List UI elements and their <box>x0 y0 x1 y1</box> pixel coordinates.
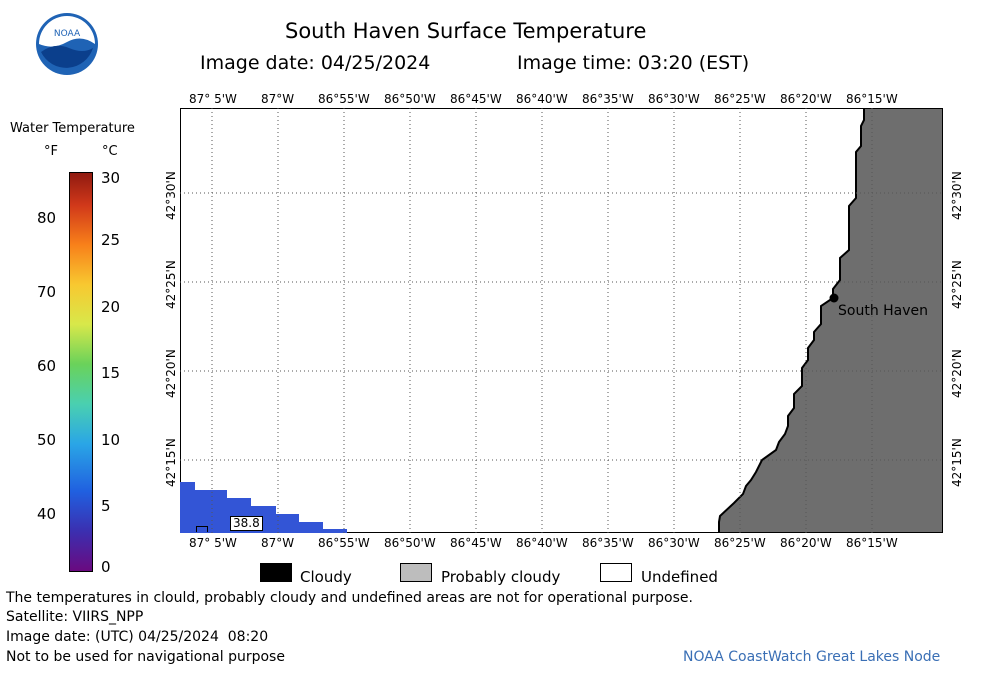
credit-text: NOAA CoastWatch Great Lakes Node <box>683 649 941 665</box>
navigation-warning: Not to be used for navigational purpose <box>6 649 285 665</box>
legend-label-cloudy: Cloudy <box>300 568 352 586</box>
colorbar-f-tick: 80 <box>37 209 57 227</box>
lon-tick-top: 87° 5'W <box>189 92 237 106</box>
colorbar-f-tick: 60 <box>37 357 57 375</box>
colorbar-unit-c: °C <box>102 144 118 159</box>
lon-tick-top: 86°15'W <box>846 92 898 106</box>
lon-tick-bottom: 86°50'W <box>384 536 436 550</box>
utc-date-text: Image date: (UTC) 04/25/2024 08:20 <box>6 629 269 645</box>
colorbar-unit-f: °F <box>44 144 58 159</box>
lat-tick-right: 42°15'N <box>950 438 964 487</box>
image-date: Image date: 04/25/2024 <box>200 52 431 74</box>
colorbar-c-tick: 30 <box>101 169 121 187</box>
lon-tick-bottom: 86°20'W <box>780 536 832 550</box>
legend-label-probably-cloudy: Probably cloudy <box>441 568 561 586</box>
image-time: Image time: 03:20 (EST) <box>517 52 750 74</box>
lon-tick-bottom: 87°W <box>261 536 295 550</box>
colorbar-c-tick: 25 <box>101 231 121 249</box>
lon-tick-bottom: 86°45'W <box>450 536 502 550</box>
graticule <box>180 108 943 533</box>
lon-tick-top: 86°30'W <box>648 92 700 106</box>
lat-tick-right: 42°20'N <box>950 349 964 398</box>
colorbar-c-tick: 0 <box>101 558 111 576</box>
lon-tick-bottom: 87° 5'W <box>189 536 237 550</box>
south-haven-marker <box>829 293 839 303</box>
lon-tick-top: 86°20'W <box>780 92 832 106</box>
lon-tick-bottom: 86°25'W <box>714 536 766 550</box>
lat-tick-left: 42°20'N <box>164 349 178 398</box>
noaa-logo: NOAA <box>36 13 98 75</box>
lat-tick-left: 42°25'N <box>164 260 178 309</box>
lon-tick-top: 86°50'W <box>384 92 436 106</box>
lon-tick-top: 86°45'W <box>450 92 502 106</box>
map-panel <box>180 108 943 533</box>
lat-tick-right: 42°30'N <box>950 171 964 220</box>
colorbar-c-tick: 10 <box>101 431 121 449</box>
lon-tick-bottom: 86°55'W <box>318 536 370 550</box>
legend-swatch-undefined <box>600 563 632 582</box>
lon-tick-bottom: 86°15'W <box>846 536 898 550</box>
temperature-label: 38.8 <box>230 516 263 531</box>
lon-tick-top: 86°25'W <box>714 92 766 106</box>
place-label: South Haven <box>838 303 929 319</box>
lat-tick-right: 42°25'N <box>950 260 964 309</box>
colorbar-c-tick: 5 <box>101 497 111 515</box>
colorbar <box>69 172 93 572</box>
colorbar-f-tick: 70 <box>37 283 57 301</box>
lon-tick-top: 86°55'W <box>318 92 370 106</box>
legend-label-undefined: Undefined <box>641 568 718 586</box>
lon-tick-top: 86°35'W <box>582 92 634 106</box>
colorbar-f-tick: 50 <box>37 431 57 449</box>
colorbar-title: Water Temperature <box>10 121 135 136</box>
colorbar-f-tick: 40 <box>37 505 57 523</box>
legend-swatch-probably-cloudy <box>400 563 432 582</box>
legend-swatch-cloudy <box>260 563 292 582</box>
colorbar-c-tick: 20 <box>101 298 121 316</box>
disclaimer-text: The temperatures in clould, probably clo… <box>6 590 693 606</box>
lat-tick-left: 42°15'N <box>164 438 178 487</box>
lon-tick-top: 87°W <box>261 92 295 106</box>
lon-tick-bottom: 86°30'W <box>648 536 700 550</box>
lon-tick-bottom: 86°35'W <box>582 536 634 550</box>
buoy-marker <box>196 526 208 532</box>
satellite-text: Satellite: VIIRS_NPP <box>6 609 144 625</box>
logo-text: NOAA <box>54 29 81 39</box>
water-temperature-patch <box>180 482 347 533</box>
colorbar-c-tick: 15 <box>101 364 121 382</box>
lat-tick-left: 42°30'N <box>164 171 178 220</box>
land-area <box>718 108 943 533</box>
lon-tick-top: 86°40'W <box>516 92 568 106</box>
page-title: South Haven Surface Temperature <box>285 19 647 43</box>
lon-tick-bottom: 86°40'W <box>516 536 568 550</box>
